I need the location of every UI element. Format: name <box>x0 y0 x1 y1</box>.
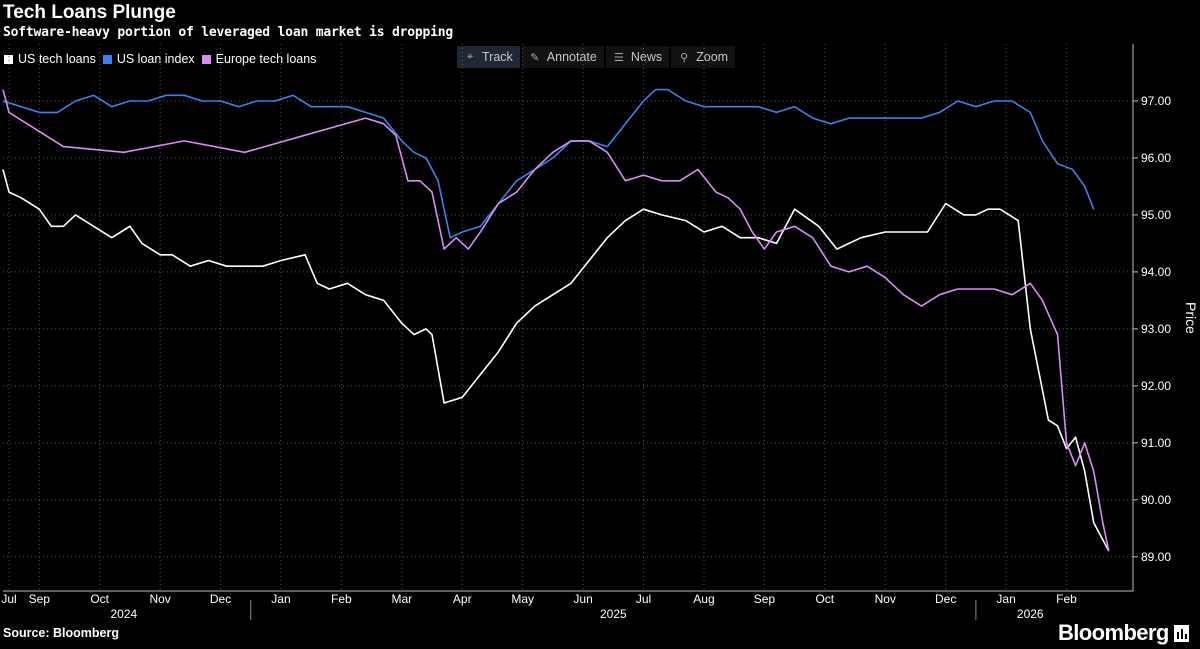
news-button[interactable]: ☰ News <box>605 46 670 68</box>
annotate-label: Annotate <box>546 50 597 64</box>
x-year-label: 2025 <box>600 607 627 621</box>
legend-swatch <box>4 54 13 64</box>
y-tick-label: 94.00 <box>1141 265 1171 279</box>
y-tick-label: 95.00 <box>1141 208 1171 222</box>
source-note: Source: Bloomberg <box>3 626 119 640</box>
track-button[interactable]: ⌖ Track <box>457 46 520 68</box>
legend-item-europe-tech[interactable]: Europe tech loans <box>201 52 317 66</box>
series-group <box>2 88 1110 552</box>
x-tick-label: Sep <box>29 592 51 606</box>
x-tick-label: Oct <box>90 592 109 606</box>
legend-label: US loan index <box>116 52 195 66</box>
x-tick-label: Feb <box>1056 592 1077 606</box>
magnifier-icon: ⚲ <box>680 51 689 64</box>
legend-label: Europe tech loans <box>215 52 317 66</box>
grid-lines <box>3 44 1133 591</box>
terminal-icon <box>1173 624 1189 642</box>
crosshair-icon: ⌖ <box>466 50 474 63</box>
y-tick-label: 97.00 <box>1141 94 1171 108</box>
x-tick-label: Nov <box>875 592 896 606</box>
x-tick-label: Aug <box>693 592 714 606</box>
x-tick-label: Jul <box>1 592 16 606</box>
chart-toolbar: ⌖ Track ✎ Annotate ☰ News ⚲ Zoom <box>457 46 737 68</box>
x-tick-label: Apr <box>453 592 472 606</box>
legend-item-us-tech[interactable]: US tech loans <box>4 52 96 66</box>
y-tick-label: 92.00 <box>1141 379 1171 393</box>
brand-text: Bloomberg <box>1058 620 1169 645</box>
chart-title: Tech Loans Plunge <box>3 2 176 23</box>
x-tick-label: May <box>511 592 534 606</box>
legend-label: US tech loans <box>18 52 96 66</box>
series-line-us-loan-index <box>2 88 1095 239</box>
legend-swatch <box>201 54 211 64</box>
series-line-us-tech-loans <box>2 169 1110 552</box>
y-axis: 89.00 90.00 91.00 92.00 93.00 94.00 95.00 96.00… <box>1132 44 1171 591</box>
news-icon: ☰ <box>613 51 624 64</box>
track-label: Track <box>482 50 513 64</box>
x-year-label: 2026 <box>1017 607 1044 621</box>
y-tick-label: 91.00 <box>1141 436 1171 450</box>
x-tick-label: Feb <box>331 592 352 606</box>
x-year-label: 2024 <box>111 607 138 621</box>
y-tick-label: 96.00 <box>1141 151 1171 165</box>
x-tick-label: Nov <box>149 592 170 606</box>
annotate-button[interactable]: ✎ Annotate <box>521 46 604 68</box>
legend: US tech loans US loan index Europe tech … <box>4 52 323 66</box>
x-tick-label: Mar <box>391 592 412 606</box>
x-tick-label: Jan <box>996 592 1015 606</box>
x-axis: Jul Sep Oct Nov Dec Jan Feb Mar Apr May Jun Jul Aug S… <box>1 590 1133 621</box>
news-label: News <box>630 50 663 64</box>
y-axis-label: Price <box>1183 302 1199 334</box>
x-tick-label: Jun <box>573 592 592 606</box>
pencil-icon: ✎ <box>530 51 540 64</box>
legend-item-us-index[interactable]: US loan index <box>102 52 195 66</box>
chart-subtitle: Software-heavy portion of leveraged loan… <box>3 25 453 40</box>
x-tick-label: Dec <box>210 592 231 606</box>
y-tick-label: 90.00 <box>1141 493 1171 507</box>
y-tick-label: 89.00 <box>1141 550 1171 564</box>
legend-swatch <box>102 54 112 64</box>
x-tick-label: Oct <box>815 592 834 606</box>
x-tick-label: Jan <box>271 592 290 606</box>
y-tick-label: 93.00 <box>1141 322 1171 336</box>
x-tick-label: Dec <box>935 592 956 606</box>
series-line-europe-tech-loans <box>2 89 1110 552</box>
x-tick-label: Sep <box>754 592 776 606</box>
bloomberg-logo: Bloomberg <box>1058 620 1189 646</box>
x-tick-label: Jul <box>636 592 651 606</box>
